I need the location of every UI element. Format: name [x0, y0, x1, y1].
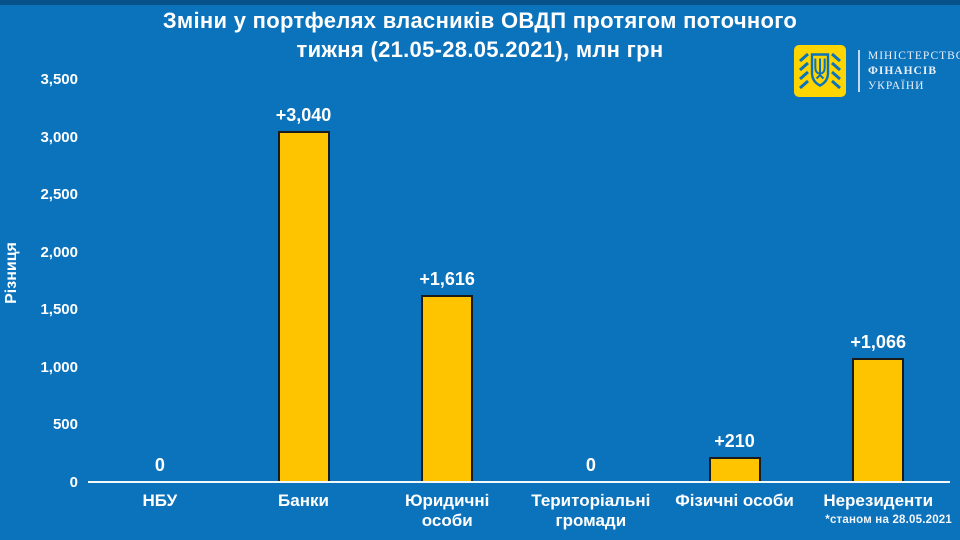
- bar-slot: +1,616: [375, 80, 519, 481]
- footnote: *станом на 28.05.2021: [825, 514, 952, 526]
- y-tick-label: 3,500: [40, 71, 78, 88]
- trident-emblem-icon: [794, 45, 846, 97]
- x-tick-label: Банки: [278, 491, 329, 510]
- y-tick-label: 3,000: [40, 128, 78, 146]
- page-title-line2: тижня (21.05-28.05.2021), млн грн: [296, 37, 664, 62]
- bar-slot: +1,066: [806, 80, 950, 481]
- x-tick-label: НБУ: [142, 491, 178, 510]
- bar-value-label: +3,040: [275, 105, 332, 125]
- bar-slot: +3,040: [232, 80, 376, 481]
- y-tick-label: 0: [69, 474, 78, 491]
- y-tick-label: 2,500: [40, 186, 78, 204]
- bar-3: [421, 295, 474, 481]
- bar-5: [708, 457, 761, 481]
- org-name-line1: МІНІСТЕРСТВО: [868, 49, 960, 62]
- x-tick-label: Фізичні особи: [675, 491, 794, 510]
- y-tick-label: 2,000: [40, 243, 78, 261]
- x-tick-label: Юридичні особи: [404, 491, 490, 530]
- org-name-line2: ФІНАНСІВ: [868, 64, 937, 77]
- bar-slot: 0: [88, 80, 232, 481]
- logo-org-name: МІНІСТЕРСТВО ФІНАНСІВ УКРАЇНИ: [868, 49, 960, 94]
- bar-value-label: 0: [154, 455, 165, 475]
- plot-area: 0 +3,040 +1,616 0 +210 +1,066: [88, 80, 950, 483]
- bar-value-label: +1,066: [850, 332, 906, 352]
- page-title: Зміни у портфелях власників ОВДП протяго…: [50, 6, 910, 64]
- bar-slot: +210: [663, 80, 807, 481]
- x-tick-label: Територіальні громади: [531, 491, 651, 530]
- x-axis-labels: НБУ Банки Юридичні особи Територіальні гром…: [88, 491, 950, 531]
- bar-slot: 0: [519, 80, 663, 481]
- minfin-logo: МІНІСТЕРСТВО ФІНАНСІВ УКРАЇНИ: [793, 44, 960, 98]
- logo-divider: [858, 50, 860, 92]
- org-name-line3: УКРАЇНИ: [868, 79, 925, 92]
- bar-value-label: 0: [585, 455, 596, 475]
- y-axis-ticks: 3,500 3,000 2,500 2,000 1,500 1,000 500 0: [0, 0, 78, 540]
- bar-2: [277, 131, 330, 481]
- y-tick-label: 1,000: [40, 358, 78, 376]
- bar-6: [852, 358, 905, 481]
- x-tick-label: Нерезиденти: [823, 491, 934, 510]
- bar-value-label: +1,616: [419, 269, 475, 289]
- bar-value-label: +210: [714, 431, 755, 451]
- y-tick-label: 500: [52, 416, 78, 434]
- page-title-line1: Зміни у портфелях власників ОВДП протяго…: [162, 8, 798, 33]
- y-tick-label: 1,500: [40, 301, 78, 319]
